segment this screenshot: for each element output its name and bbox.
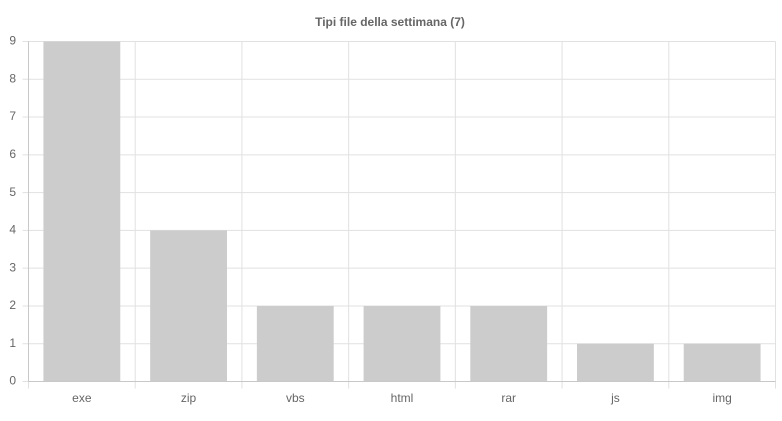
bar xyxy=(470,305,548,382)
x-tick-label: vbs xyxy=(286,391,305,405)
bar xyxy=(577,343,654,382)
bar xyxy=(363,305,441,382)
y-tick-label: 2 xyxy=(9,298,16,312)
y-tick-label: 0 xyxy=(9,374,16,388)
y-tick-label: 8 xyxy=(9,71,16,85)
y-tick-label: 6 xyxy=(9,147,16,161)
chart-title: Tipi file della settimana (7) xyxy=(315,15,465,29)
x-tick-label: rar xyxy=(501,391,516,405)
bar xyxy=(43,41,121,382)
bar xyxy=(683,343,761,382)
y-tick-label: 4 xyxy=(9,223,16,237)
x-tick-label: html xyxy=(391,391,414,405)
x-tick-label: zip xyxy=(181,391,197,405)
y-tick-label: 3 xyxy=(9,260,16,274)
y-tick-label: 1 xyxy=(9,336,16,350)
bar xyxy=(150,230,227,382)
y-tick-label: 9 xyxy=(9,34,16,48)
x-tick-label: exe xyxy=(72,391,92,405)
y-tick-label: 5 xyxy=(9,185,16,199)
x-tick-label: img xyxy=(712,391,731,405)
x-tick-label: js xyxy=(610,391,620,405)
bar xyxy=(256,305,334,382)
y-tick-label: 7 xyxy=(9,109,16,123)
